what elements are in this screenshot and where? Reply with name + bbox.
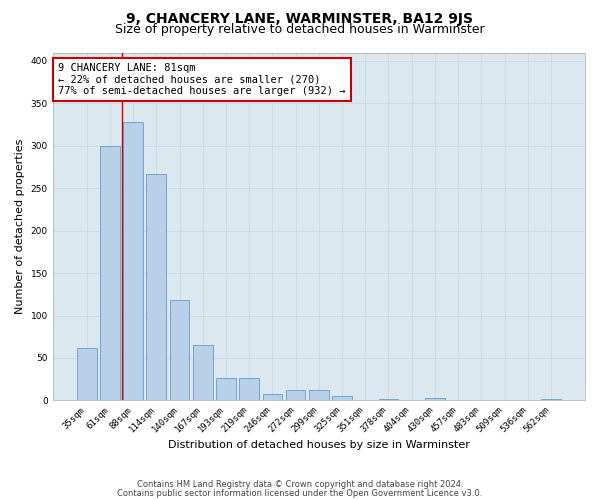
Bar bbox=[332, 396, 352, 400]
Bar bbox=[425, 398, 445, 400]
Text: 9 CHANCERY LANE: 81sqm
← 22% of detached houses are smaller (270)
77% of semi-de: 9 CHANCERY LANE: 81sqm ← 22% of detached… bbox=[58, 63, 346, 96]
Bar bbox=[216, 378, 236, 400]
X-axis label: Distribution of detached houses by size in Warminster: Distribution of detached houses by size … bbox=[168, 440, 470, 450]
Text: Size of property relative to detached houses in Warminster: Size of property relative to detached ho… bbox=[115, 22, 485, 36]
Bar bbox=[77, 348, 97, 401]
Bar bbox=[123, 122, 143, 400]
Y-axis label: Number of detached properties: Number of detached properties bbox=[15, 139, 25, 314]
Bar bbox=[263, 394, 282, 400]
Bar bbox=[541, 398, 561, 400]
Text: 9, CHANCERY LANE, WARMINSTER, BA12 9JS: 9, CHANCERY LANE, WARMINSTER, BA12 9JS bbox=[127, 12, 473, 26]
Bar bbox=[309, 390, 329, 400]
Bar bbox=[193, 346, 212, 401]
Text: Contains HM Land Registry data © Crown copyright and database right 2024.: Contains HM Land Registry data © Crown c… bbox=[137, 480, 463, 489]
Bar bbox=[170, 300, 190, 400]
Bar bbox=[286, 390, 305, 400]
Bar bbox=[379, 398, 398, 400]
Text: Contains public sector information licensed under the Open Government Licence v3: Contains public sector information licen… bbox=[118, 488, 482, 498]
Bar bbox=[146, 174, 166, 400]
Bar bbox=[100, 146, 120, 401]
Bar bbox=[239, 378, 259, 400]
